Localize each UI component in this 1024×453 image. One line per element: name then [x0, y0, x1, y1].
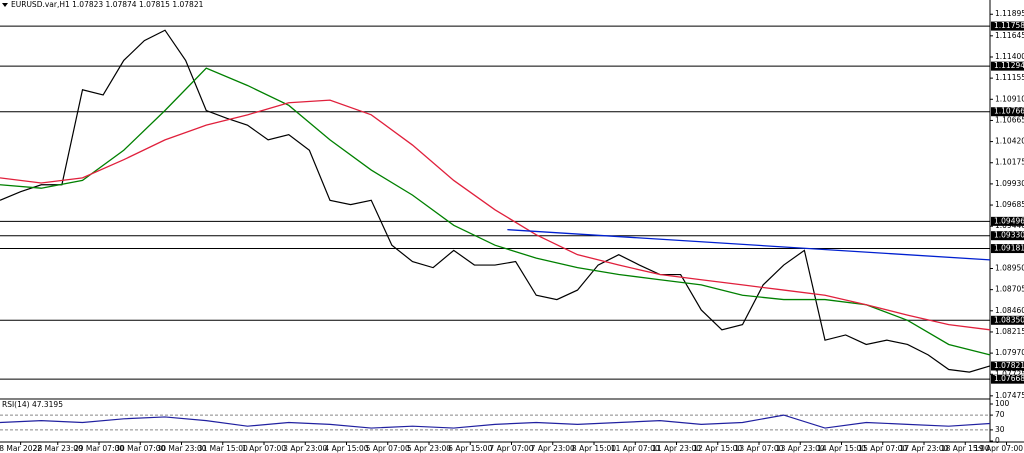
level-tag [991, 244, 1024, 254]
level-label: 1.09496 [994, 216, 1024, 225]
level-label: 1.08350 [994, 315, 1024, 324]
level-tag [991, 231, 1024, 241]
y-tick-label: 1.10665 [995, 115, 1024, 124]
y-tick-label: 100 [995, 399, 1010, 408]
x-tick-label: 30 Mar 07:00 [115, 444, 165, 453]
x-tick-label: 14 Apr 15:00 [817, 444, 866, 453]
x-tick-label: 5 Apr 23:00 [407, 444, 451, 453]
x-tick-label: 7 Apr 07:00 [489, 444, 533, 453]
x-tick-label: 18 Apr 15:00 [941, 444, 990, 453]
y-tick-label: 1.10910 [995, 94, 1024, 103]
x-tick-label: 31 Mar 15:00 [198, 444, 248, 453]
x-tick-label: 1 Apr 07:00 [242, 444, 286, 453]
y-tick-label: 1.09685 [995, 200, 1024, 209]
y-tick-label: 1.07475 [995, 391, 1024, 400]
last-price-tag [991, 361, 1024, 371]
x-tick-label: 30 Mar 23:00 [156, 444, 206, 453]
level-tag [991, 107, 1024, 117]
last-price-label: 1.07821 [994, 361, 1024, 370]
x-tick-label: 19 Apr 07:00 [974, 444, 1023, 453]
level-tag [991, 374, 1024, 384]
y-tick-label: 1.09930 [995, 179, 1024, 188]
level-tag [991, 315, 1024, 325]
level-label: 1.07668 [994, 374, 1024, 383]
level-label: 1.09181 [994, 244, 1024, 253]
level-label: 1.10766 [994, 107, 1024, 116]
x-tick-label: 17 Apr 23:00 [900, 444, 949, 453]
y-tick-label: 70 [995, 410, 1005, 419]
y-tick-label: 1.08215 [995, 327, 1024, 336]
x-tick-label: 12 Apr 15:00 [693, 444, 742, 453]
x-tick-label: 11 Apr 07:00 [611, 444, 660, 453]
x-tick-label: 4 Apr 15:00 [324, 444, 368, 453]
level-label: 1.11758 [994, 21, 1024, 30]
y-tick-label: 1.08950 [995, 263, 1024, 272]
y-tick-label: 1.11155 [995, 73, 1024, 82]
y-tick-label: 1.11645 [995, 31, 1024, 40]
y-tick-label: 1.07725 [995, 369, 1024, 378]
x-tick-label: 8 Mar 2022 [0, 444, 42, 453]
series-line [0, 99, 991, 331]
level-tag [991, 61, 1024, 71]
level-tag [991, 216, 1024, 226]
y-tick-label: 0 [995, 436, 1000, 445]
y-tick-label: 1.10175 [995, 158, 1024, 167]
level-tag [991, 21, 1024, 31]
y-tick-label: 1.10420 [995, 137, 1024, 146]
x-tick-label: 8 Apr 15:00 [572, 444, 616, 453]
series-line [0, 414, 991, 429]
x-tick-label: 3 Apr 23:00 [283, 444, 327, 453]
x-tick-label: 5 Apr 07:00 [366, 444, 410, 453]
y-tick-label: 1.11400 [995, 52, 1024, 61]
x-tick-label: 11 Apr 23:00 [652, 444, 701, 453]
level-label: 1.09330 [994, 231, 1024, 240]
x-tick-label: 29 Mar 07:00 [74, 444, 124, 453]
series-line [507, 229, 991, 261]
x-tick-label: 15 Apr 07:00 [858, 444, 907, 453]
y-tick-label: 30 [995, 425, 1005, 434]
chart-title: EURUSD.var,H1 1.07823 1.07874 1.07815 1.… [11, 0, 204, 9]
y-tick-label: 1.08705 [995, 285, 1024, 294]
x-tick-label: 13 Apr 07:00 [735, 444, 784, 453]
level-label: 1.11294 [994, 61, 1024, 70]
menu-icon [2, 3, 8, 7]
rsi-title: RSI(14) 47.3195 [2, 400, 63, 409]
x-tick-label: 6 Apr 15:00 [448, 444, 492, 453]
y-tick-label: 1.08460 [995, 306, 1024, 315]
x-tick-label: 28 Mar 23:00 [33, 444, 83, 453]
x-tick-label: 7 Apr 23:00 [531, 444, 575, 453]
y-tick-label: 1.11895 [995, 9, 1024, 18]
y-tick-label: 1.07970 [995, 348, 1024, 357]
x-tick-label: 13 Apr 23:00 [776, 444, 825, 453]
series-line [0, 67, 991, 356]
series-line [0, 29, 991, 373]
